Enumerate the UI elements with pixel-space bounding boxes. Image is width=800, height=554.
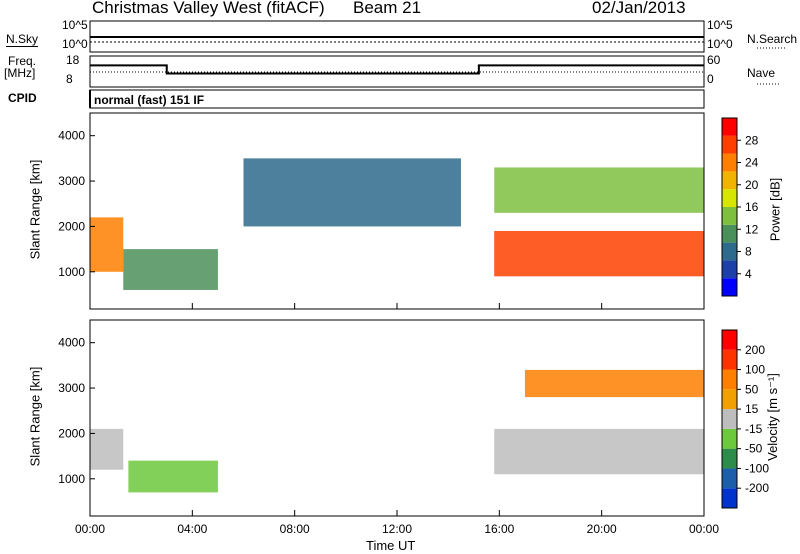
velocity-yticks: 4000 3000 2000 1000 bbox=[58, 336, 95, 486]
noise-left-tick-bottom: 10^0 bbox=[62, 37, 88, 51]
freq-label: Freq. bbox=[8, 54, 37, 68]
colorbar-segment bbox=[722, 389, 737, 410]
cpid-panel-frame bbox=[89, 89, 705, 109]
freq-right-tick-top: 60 bbox=[707, 53, 721, 67]
freq-unit-label: [MHz] bbox=[4, 66, 36, 80]
radar-title: Christmas Valley West (fitACF) bbox=[92, 0, 325, 17]
colorbar-segment bbox=[722, 448, 737, 469]
colorbar-segment bbox=[722, 153, 737, 172]
x-tick-label: 00:00 bbox=[689, 522, 719, 536]
colorbar-tick-label: -100 bbox=[745, 461, 769, 475]
data-region-1 bbox=[128, 460, 218, 493]
colorbar-tick-label: 200 bbox=[745, 343, 765, 357]
colorbar-segment bbox=[722, 118, 737, 136]
x-tick-label: 12:00 bbox=[382, 522, 412, 536]
data-region-0 bbox=[90, 217, 124, 272]
power-yticks: 4000 3000 2000 1000 bbox=[58, 129, 95, 279]
colorbar-segment bbox=[722, 278, 737, 296]
velocity-ylabel: Slant Range [km] bbox=[27, 366, 43, 467]
colorbar-tick-label: -50 bbox=[745, 442, 763, 456]
x-axis-label: Time UT bbox=[366, 538, 416, 553]
colorbar-tick-label: 20 bbox=[745, 178, 759, 192]
colorbar-segment bbox=[722, 488, 737, 508]
colorbar-tick-label: 24 bbox=[745, 156, 759, 170]
velocity-cbar-label: Velocity [m s⁻¹] bbox=[765, 373, 780, 461]
colorbar-frame bbox=[721, 329, 738, 509]
x-tick-label: 00:00 bbox=[75, 522, 105, 536]
x-tick-label: 20:00 bbox=[587, 522, 617, 536]
colorbar-segment bbox=[722, 369, 737, 390]
y-tick-label: 3000 bbox=[58, 381, 85, 395]
y-tick-label: 4000 bbox=[58, 129, 85, 143]
colorbar-segment bbox=[722, 242, 737, 261]
x-ticks: 00:00 04:00 08:00 12:00 16:00 20:00 00:00 bbox=[75, 303, 719, 536]
y-tick-label: 1000 bbox=[58, 265, 85, 279]
data-region-3 bbox=[524, 369, 704, 398]
y-tick-label: 2000 bbox=[58, 426, 85, 440]
power-ylabel: Slant Range [km] bbox=[27, 159, 43, 260]
x-tick-label: 16:00 bbox=[484, 522, 514, 536]
colorbar-segment bbox=[722, 260, 737, 279]
noise-right-tick-bottom: 10^0 bbox=[707, 37, 733, 51]
colorbar-tick-label: 15 bbox=[745, 402, 759, 416]
x-tick-label: 04:00 bbox=[177, 522, 207, 536]
colorbar-segment bbox=[722, 171, 737, 190]
nsky-label: N.Sky bbox=[6, 32, 39, 47]
beam-label: Beam 21 bbox=[353, 0, 422, 17]
colorbar-tick-label: 100 bbox=[745, 363, 765, 377]
velocity-regions bbox=[90, 369, 704, 493]
colorbar-tick-label: 8 bbox=[745, 245, 752, 259]
colorbar-segment bbox=[722, 468, 737, 489]
y-tick-label: 3000 bbox=[58, 174, 85, 188]
cpid-label: CPID bbox=[8, 91, 37, 105]
power-colorbar: 28 24 20 16 12 8 4 bbox=[721, 117, 759, 297]
power-regions bbox=[90, 158, 704, 290]
velocity-colorbar: 200 100 50 15 -15 -50 -100 -200 bbox=[721, 329, 769, 509]
noise-right-tick-top: 10^5 bbox=[707, 18, 733, 32]
noise-left-tick-top: 10^5 bbox=[62, 18, 88, 32]
freq-panel-frame bbox=[89, 55, 705, 88]
colorbar-segment bbox=[722, 409, 737, 429]
colorbar-segment bbox=[722, 207, 737, 225]
cpid-text: normal (fast) 151 IF bbox=[94, 93, 205, 107]
colorbar-segment bbox=[722, 330, 737, 350]
colorbar-tick-label: -15 bbox=[745, 422, 763, 436]
colorbar-segment bbox=[722, 135, 737, 154]
freq-right-tick-bottom: 0 bbox=[707, 72, 714, 86]
data-region-1 bbox=[123, 249, 218, 290]
y-tick-label: 4000 bbox=[58, 336, 85, 350]
data-region-2 bbox=[243, 158, 461, 227]
data-region-2 bbox=[494, 428, 704, 475]
colorbar-tick-label: -200 bbox=[745, 481, 769, 495]
nsearch-label: N.Search bbox=[747, 32, 798, 46]
colorbar-tick-label: 50 bbox=[745, 382, 759, 396]
data-region-3 bbox=[494, 230, 704, 277]
colorbar-segment bbox=[722, 189, 737, 207]
colorbar-segment bbox=[722, 349, 737, 370]
data-region-0 bbox=[90, 428, 124, 470]
colorbar-tick-label: 28 bbox=[745, 133, 759, 147]
y-tick-label: 1000 bbox=[58, 472, 85, 486]
colorbar-tick-label: 16 bbox=[745, 200, 759, 214]
freq-left-tick-bottom: 8 bbox=[66, 72, 73, 86]
colorbar-segment bbox=[722, 224, 737, 243]
freq-trace bbox=[90, 64, 704, 75]
freq-left-tick-top: 18 bbox=[66, 53, 80, 67]
data-region-4 bbox=[494, 167, 704, 213]
colorbar-segment bbox=[722, 428, 737, 449]
y-tick-label: 2000 bbox=[58, 219, 85, 233]
nave-label: Nave bbox=[747, 66, 776, 80]
date-label: 02/Jan/2013 bbox=[592, 0, 686, 17]
power-cbar-label: Power [dB] bbox=[767, 177, 783, 242]
colorbar-tick-label: 12 bbox=[745, 222, 759, 236]
colorbar-tick-label: 4 bbox=[745, 267, 752, 281]
x-tick-label: 08:00 bbox=[280, 522, 310, 536]
